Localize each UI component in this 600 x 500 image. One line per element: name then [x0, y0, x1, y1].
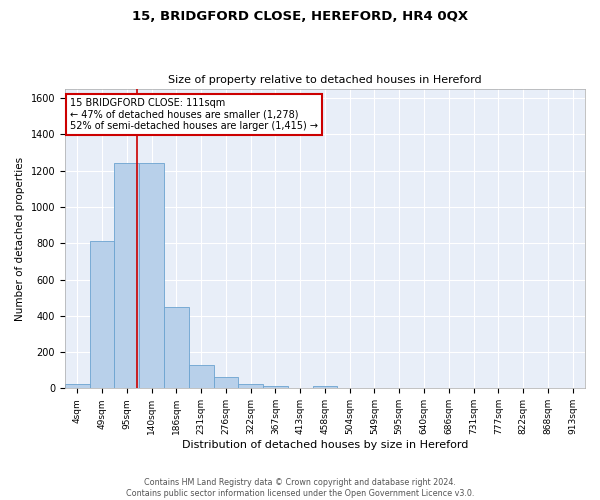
Text: 15, BRIDGFORD CLOSE, HEREFORD, HR4 0QX: 15, BRIDGFORD CLOSE, HEREFORD, HR4 0QX: [132, 10, 468, 23]
Y-axis label: Number of detached properties: Number of detached properties: [15, 156, 25, 321]
Bar: [189, 365, 214, 388]
Text: 15 BRIDGFORD CLOSE: 111sqm
← 47% of detached houses are smaller (1,278)
52% of s: 15 BRIDGFORD CLOSE: 111sqm ← 47% of deta…: [70, 98, 318, 131]
X-axis label: Distribution of detached houses by size in Hereford: Distribution of detached houses by size …: [182, 440, 468, 450]
Bar: [115, 164, 139, 388]
Bar: [313, 386, 337, 388]
Bar: [164, 306, 189, 388]
Text: Contains HM Land Registry data © Crown copyright and database right 2024.
Contai: Contains HM Land Registry data © Crown c…: [126, 478, 474, 498]
Bar: [139, 164, 164, 388]
Bar: [214, 378, 238, 388]
Title: Size of property relative to detached houses in Hereford: Size of property relative to detached ho…: [168, 76, 482, 86]
Bar: [89, 242, 115, 388]
Bar: [263, 386, 288, 388]
Bar: [238, 384, 263, 388]
Bar: [65, 384, 89, 388]
